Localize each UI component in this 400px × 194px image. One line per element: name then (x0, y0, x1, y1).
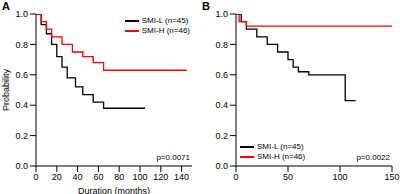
svg-text:0.0: 0.0 (215, 161, 228, 171)
svg-text:0.2: 0.2 (15, 131, 28, 141)
svg-text:0.8: 0.8 (215, 40, 228, 50)
html-text:SMI-L (n=45): SMI-L (n=45) (141, 16, 189, 25)
svg-text:0.6: 0.6 (15, 70, 28, 80)
svg-text:Duration (months): Duration (months) (78, 186, 150, 194)
svg-text:0: 0 (233, 172, 238, 182)
svg-text:0.2: 0.2 (215, 131, 228, 141)
svg-text:0.8: 0.8 (15, 40, 28, 50)
html-text:B: B (202, 0, 210, 12)
svg-text:100: 100 (332, 172, 347, 182)
svg-text:150: 150 (384, 172, 392, 182)
svg-text:0: 0 (33, 172, 38, 182)
html-text:A: A (2, 0, 10, 12)
svg-text:0.4: 0.4 (215, 100, 228, 110)
svg-text:120: 120 (153, 172, 168, 182)
html-text:SMI-H (n=46): SMI-H (n=46) (141, 26, 190, 35)
svg-text:0.4: 0.4 (15, 100, 28, 110)
html-text:SMI-H (n=46): SMI-H (n=46) (257, 152, 306, 161)
svg-text:1.0: 1.0 (15, 9, 28, 19)
html-text:p=0.0022: p=0.0022 (356, 153, 390, 162)
svg-text:40: 40 (73, 172, 83, 182)
svg-text:100: 100 (132, 172, 147, 182)
html-text:p=0.0071: p=0.0071 (156, 153, 190, 162)
svg-text:140: 140 (174, 172, 189, 182)
svg-text:0.0: 0.0 (15, 161, 28, 171)
svg-text:Probability: Probability (8, 68, 11, 111)
html-text:SMI-L (n=45): SMI-L (n=45) (257, 142, 304, 151)
svg-text:80: 80 (114, 172, 124, 182)
svg-text:60: 60 (93, 172, 103, 182)
svg-text:50: 50 (283, 172, 293, 182)
svg-text:1.0: 1.0 (215, 9, 228, 19)
svg-text:0.6: 0.6 (215, 70, 228, 80)
svg-text:20: 20 (52, 172, 62, 182)
